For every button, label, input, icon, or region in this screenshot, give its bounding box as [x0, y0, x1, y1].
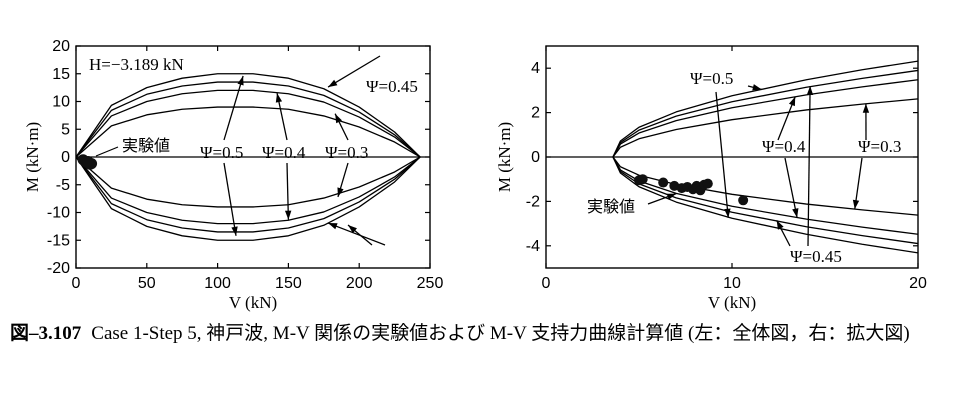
arrow-psi05-up-head	[752, 84, 762, 91]
series-line-lower	[75, 156, 421, 233]
arrow-psi03-down-head	[337, 187, 344, 197]
arrow-psi045-up-head	[806, 85, 814, 96]
series-line-lower	[612, 156, 919, 216]
experiment-label: 実験値	[122, 136, 170, 155]
experiment-label: 実験値	[587, 197, 635, 216]
series-line-upper	[75, 73, 421, 158]
y-axis-label: M (kN·m)	[495, 122, 514, 192]
y-tick-label: 0	[61, 149, 70, 166]
series-label: Ψ=0.5	[690, 69, 733, 88]
arrow-psi045-up	[807, 85, 811, 247]
chart-left: 0 50 100 150 200 250 -20 -15 -10 -5 0 5 10 15 20 V (kN)…	[23, 38, 443, 312]
arrow-psi045-down	[327, 222, 386, 246]
experiment-point	[637, 174, 648, 185]
series-line-lower	[75, 156, 421, 225]
arrow-psi05-down	[223, 162, 237, 236]
series-label: Ψ=0.4	[262, 143, 306, 162]
series-line-lower	[612, 156, 919, 245]
x-tick-label: 0	[542, 275, 551, 292]
arrow-psi03-down-head	[852, 199, 860, 210]
arrow-psi045-down-head	[328, 223, 338, 230]
arrow-psi05-up-head	[237, 75, 244, 86]
y-tick-label: -20	[47, 260, 70, 277]
arrow-psi05-up	[223, 75, 244, 141]
experiment-point	[738, 195, 749, 206]
h-annotation: H=−3.189 kN	[89, 55, 184, 74]
y-tick-label: 15	[52, 66, 70, 83]
y-tick-label: -10	[47, 205, 70, 222]
series-line-upper	[612, 79, 919, 158]
y-tick-label: -5	[56, 177, 70, 194]
y-tick-label: 10	[52, 94, 70, 111]
experiment-point	[702, 178, 713, 189]
x-axis-label: V (kN)	[708, 293, 756, 312]
arrow-psi04-down	[784, 157, 798, 218]
series-label: Ψ=0.45	[790, 247, 842, 266]
series-line-upper	[75, 106, 421, 158]
arrow-psi04-down	[286, 162, 290, 220]
series-line-upper	[612, 69, 919, 158]
figure-caption: 図‒3.107 Case 1-Step 5, 神戸波, M-V 関係の実験値および…	[10, 318, 950, 350]
x-tick-label: 0	[72, 275, 81, 292]
arrow-psi04-down-head	[792, 208, 799, 218]
figure-caption-text: Case 1-Step 5, 神戸波, M-V 関係の実験値および M-V 支持…	[91, 323, 910, 344]
x-tick-label: 200	[346, 275, 373, 292]
series-label: Ψ=0.3	[325, 143, 368, 162]
arrow-psi045-up	[327, 55, 381, 88]
x-tick-label: 100	[204, 275, 231, 292]
y-axis-label: M (kN·m)	[23, 122, 42, 192]
y-tick-label: 5	[61, 121, 70, 138]
series-line-upper	[612, 60, 919, 158]
y-tick-label: 2	[531, 105, 540, 122]
series-label: Ψ=0.45	[366, 77, 418, 96]
y-tick-label: 4	[531, 60, 540, 77]
x-tick-label: 150	[275, 275, 302, 292]
experiment-point	[658, 177, 669, 188]
arrow-psi03-up-head	[862, 103, 870, 113]
x-tick-label: 250	[417, 275, 444, 292]
x-tick-label: 20	[909, 275, 927, 292]
arrow-experiment-head	[666, 193, 677, 200]
experiment-point	[82, 155, 94, 167]
x-axis-label: V (kN)	[229, 293, 277, 312]
y-tick-label: 0	[531, 149, 540, 166]
series-line-lower	[75, 156, 421, 241]
y-tick-label: -2	[526, 193, 540, 210]
arrow-psi045-down-head	[776, 220, 784, 230]
x-tick-label: 10	[723, 275, 741, 292]
y-tick-label: -15	[47, 232, 70, 249]
figure-number: 図‒3.107	[10, 323, 82, 344]
arrow-psi045-up-head	[328, 79, 338, 88]
arrow-psi04-down-head	[284, 210, 292, 220]
arrow-psi045-down2-head	[348, 225, 357, 234]
experiment-leader	[95, 146, 119, 157]
arrow-psi03-up-head	[335, 113, 342, 124]
arrow-psi05-down-head	[724, 208, 731, 218]
series-line-upper	[75, 89, 421, 158]
series-label: Ψ=0.5	[200, 143, 243, 162]
chart-right: 0 10 20 -4 -2 0 2 4 V (kN) M (kN·m) 実験値 Ψ=0.3 Ψ=0.4 Ψ…	[495, 45, 927, 312]
series-line-upper	[75, 81, 421, 158]
series-line-lower	[612, 156, 919, 254]
y-tick-label: -4	[526, 238, 540, 255]
y-tick-label: 20	[52, 38, 70, 55]
series-line-lower	[75, 156, 421, 208]
series-label: Ψ=0.3	[858, 137, 901, 156]
series-line-upper	[612, 98, 919, 158]
arrow-psi04-up-head	[275, 93, 283, 103]
arrow-psi05-down-head	[231, 226, 238, 236]
series-line-lower	[612, 156, 919, 235]
arrow-psi05-down	[715, 91, 729, 218]
x-tick-label: 50	[138, 275, 156, 292]
arrow-psi04-up-head	[788, 96, 796, 107]
series-label: Ψ=0.4	[762, 137, 806, 156]
